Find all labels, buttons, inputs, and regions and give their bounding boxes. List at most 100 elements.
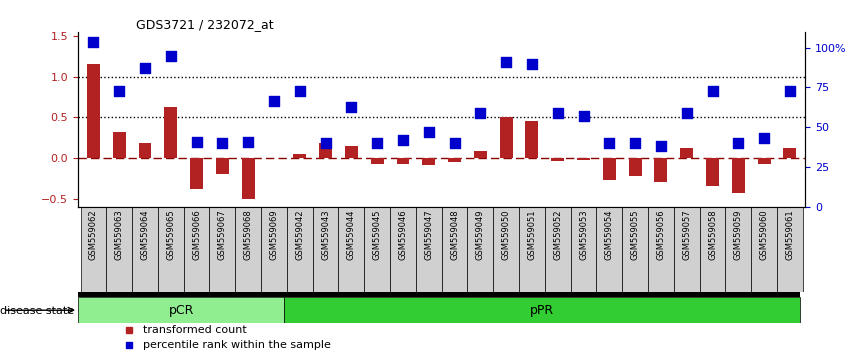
FancyBboxPatch shape: [468, 207, 494, 292]
Point: [577, 113, 591, 119]
Point: [396, 137, 410, 143]
FancyBboxPatch shape: [81, 207, 107, 292]
Bar: [629, 158, 642, 176]
Bar: [320, 143, 332, 158]
Bar: [423, 158, 436, 165]
Bar: [732, 158, 745, 193]
FancyBboxPatch shape: [494, 207, 519, 292]
Text: GSM559057: GSM559057: [682, 209, 691, 260]
Bar: [577, 158, 590, 160]
FancyBboxPatch shape: [597, 207, 623, 292]
Text: pPR: pPR: [530, 304, 554, 317]
Point: [448, 141, 462, 146]
FancyBboxPatch shape: [339, 207, 365, 292]
Bar: [526, 121, 539, 158]
Point: [293, 88, 307, 94]
Point: [603, 141, 617, 146]
FancyBboxPatch shape: [648, 207, 674, 292]
Point: [474, 110, 488, 116]
Point: [551, 110, 565, 116]
Text: GSM559061: GSM559061: [785, 209, 794, 260]
Text: transformed count: transformed count: [144, 325, 247, 335]
Text: GSM559046: GSM559046: [398, 209, 408, 260]
Point: [267, 98, 281, 104]
Text: percentile rank within the sample: percentile rank within the sample: [144, 340, 332, 350]
Text: GSM559064: GSM559064: [140, 209, 150, 260]
Text: GSM559060: GSM559060: [759, 209, 769, 260]
FancyBboxPatch shape: [674, 207, 700, 292]
Point: [371, 141, 385, 146]
Point: [499, 59, 513, 65]
Point: [422, 129, 436, 135]
Text: disease state: disease state: [0, 306, 74, 316]
Bar: [552, 158, 564, 161]
Text: GSM559044: GSM559044: [347, 209, 356, 260]
Text: GSM559049: GSM559049: [475, 209, 485, 260]
Text: GSM559054: GSM559054: [604, 209, 614, 260]
Bar: [397, 158, 410, 164]
Text: GSM559050: GSM559050: [501, 209, 511, 260]
Bar: [681, 148, 693, 158]
Bar: [113, 132, 126, 158]
Point: [525, 62, 539, 67]
FancyBboxPatch shape: [236, 207, 261, 292]
Bar: [500, 117, 513, 158]
Bar: [603, 158, 616, 180]
Point: [216, 141, 229, 146]
Text: GSM559059: GSM559059: [734, 209, 743, 260]
Point: [680, 110, 694, 116]
Point: [628, 141, 642, 146]
FancyBboxPatch shape: [284, 297, 800, 323]
Text: GSM559066: GSM559066: [192, 209, 201, 260]
Text: GSM559068: GSM559068: [243, 209, 253, 260]
Bar: [165, 107, 178, 158]
Point: [319, 141, 333, 146]
Bar: [758, 158, 771, 164]
Text: GSM559065: GSM559065: [166, 209, 175, 260]
Point: [138, 65, 152, 71]
Bar: [87, 64, 100, 158]
Text: GSM559053: GSM559053: [579, 209, 588, 260]
Text: pCR: pCR: [168, 304, 194, 317]
FancyBboxPatch shape: [623, 207, 648, 292]
FancyBboxPatch shape: [158, 207, 184, 292]
Text: GSM559055: GSM559055: [630, 209, 640, 260]
FancyBboxPatch shape: [78, 292, 800, 297]
Point: [190, 139, 204, 144]
Bar: [216, 158, 229, 174]
Text: GSM559062: GSM559062: [89, 209, 98, 260]
FancyBboxPatch shape: [365, 207, 390, 292]
Bar: [371, 158, 384, 164]
FancyBboxPatch shape: [390, 207, 416, 292]
Bar: [655, 158, 668, 182]
Point: [732, 141, 746, 146]
FancyBboxPatch shape: [442, 207, 468, 292]
Point: [654, 143, 668, 149]
FancyBboxPatch shape: [287, 207, 313, 292]
Bar: [139, 143, 152, 158]
FancyBboxPatch shape: [210, 207, 236, 292]
Text: GSM559051: GSM559051: [527, 209, 536, 260]
Bar: [191, 158, 203, 189]
FancyBboxPatch shape: [751, 207, 777, 292]
Text: GSM559058: GSM559058: [708, 209, 717, 260]
Text: GDS3721 / 232072_at: GDS3721 / 232072_at: [136, 18, 274, 31]
Bar: [448, 158, 461, 162]
FancyBboxPatch shape: [132, 207, 158, 292]
Bar: [345, 146, 358, 158]
Text: GSM559063: GSM559063: [114, 209, 124, 260]
Bar: [784, 148, 797, 158]
Text: GSM559067: GSM559067: [218, 209, 227, 260]
FancyBboxPatch shape: [777, 207, 803, 292]
Point: [345, 105, 359, 110]
Point: [783, 88, 797, 94]
FancyBboxPatch shape: [78, 297, 284, 323]
Bar: [706, 158, 719, 186]
FancyBboxPatch shape: [726, 207, 751, 292]
FancyBboxPatch shape: [519, 207, 545, 292]
Text: GSM559042: GSM559042: [295, 209, 304, 260]
Text: GSM559043: GSM559043: [321, 209, 330, 260]
FancyBboxPatch shape: [107, 207, 132, 292]
FancyBboxPatch shape: [416, 207, 442, 292]
FancyBboxPatch shape: [545, 207, 571, 292]
